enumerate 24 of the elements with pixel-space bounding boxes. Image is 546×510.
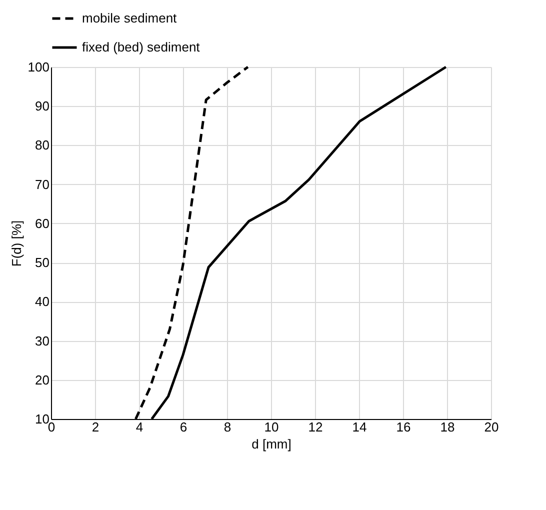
x-axis-title: d [mm]	[252, 436, 292, 452]
x-tick-label: 12	[308, 420, 323, 434]
y-tick-label: 90	[35, 98, 50, 114]
legend-label: fixed (bed) sediment	[82, 40, 200, 54]
legend-label: mobile sediment	[82, 10, 178, 26]
x-tick-label: 4	[136, 420, 144, 434]
y-tick-label: 80	[35, 138, 50, 153]
y-tick-label: 70	[35, 176, 50, 192]
x-tick-label: 18	[440, 420, 455, 434]
x-tick-label: 16	[396, 420, 411, 434]
x-tick-label: 2	[92, 420, 100, 434]
y-tick-label: 60	[35, 216, 50, 231]
x-tick-label: 0	[48, 420, 56, 434]
y-tick-label: 100	[28, 60, 50, 74]
x-tick-label: 8	[224, 420, 232, 434]
y-axis-title: F(d) [%]	[8, 220, 24, 267]
x-tick-label: 14	[352, 420, 367, 434]
y-tick-label: 20	[35, 372, 50, 388]
y-tick-label: 40	[35, 294, 50, 310]
y-tick-label: 50	[35, 255, 50, 270]
y-tick-label: 30	[35, 333, 50, 348]
x-tick-label: 20	[484, 420, 499, 434]
x-tick-label: 10	[264, 420, 279, 434]
x-tick-label: 6	[180, 420, 188, 434]
